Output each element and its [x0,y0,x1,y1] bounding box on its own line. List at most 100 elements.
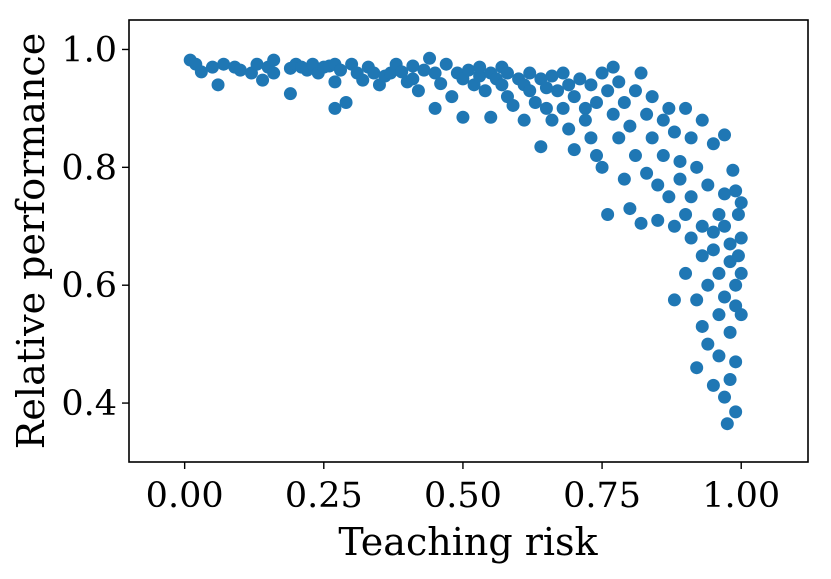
data-point [567,90,581,104]
data-point [562,122,576,136]
data-point [726,163,740,177]
data-point [667,125,681,139]
data-point [684,131,698,145]
data-point [729,355,743,369]
x-axis: 0.00 0.25 0.50 0.75 1.00 [146,462,780,516]
data-point [640,107,654,121]
data-point [462,63,475,77]
data-point [701,337,715,351]
data-point [723,372,737,386]
data-point [690,361,704,375]
data-point [662,190,676,204]
x-tick-label: 0.75 [563,476,641,516]
data-point [601,84,615,98]
data-point [411,84,425,98]
y-axis: 0.4 0.6 0.8 1.0 [61,30,129,424]
data-point [517,113,531,127]
x-tick-label: 0.25 [285,476,363,516]
data-point [428,66,442,80]
data-point [706,137,720,151]
data-point [718,290,732,304]
data-point [718,219,732,233]
data-point [701,278,715,292]
data-point [729,278,743,292]
data-point [211,78,225,92]
data-point [205,60,219,74]
data-point [473,60,487,74]
data-point [434,77,448,91]
data-point [339,96,353,110]
data-point [495,78,509,92]
data-point [723,237,737,251]
data-point [595,66,609,80]
data-point [734,266,748,280]
data-point [695,219,709,233]
data-point [328,75,342,89]
data-point [406,72,420,86]
y-tick-label: 1.0 [61,30,117,70]
data-point [734,196,748,210]
data-point [690,160,704,174]
data-point [445,90,459,104]
data-point [551,84,565,98]
data-point [283,87,297,101]
data-point [328,101,342,115]
data-point [406,59,420,73]
points-layer [183,51,748,431]
data-point [617,172,631,186]
data-point [578,101,592,115]
data-point [428,101,442,115]
x-tick-label: 0.00 [146,476,224,516]
data-point [606,107,620,121]
data-point [562,78,576,92]
data-point [539,101,553,115]
data-point [723,325,737,339]
data-point [706,243,720,257]
data-point [333,63,347,77]
data-point [667,293,681,307]
data-point [584,78,598,92]
data-point [628,84,642,98]
data-point [673,154,687,168]
data-point [673,172,687,186]
data-point [439,57,453,71]
data-point [695,249,709,263]
data-point [640,166,654,180]
y-axis-label: Relative performance [9,33,53,449]
data-point [667,219,681,233]
data-point [656,149,670,163]
data-point [695,319,709,333]
data-point [595,160,609,174]
data-point [679,207,693,221]
data-point [500,66,514,80]
data-point [623,119,637,133]
data-point [729,184,743,198]
data-point [456,110,470,124]
data-point [684,190,698,204]
data-point [356,73,370,87]
data-point [720,417,734,431]
data-point [484,110,498,124]
data-point [267,66,281,80]
y-tick-label: 0.4 [61,384,117,424]
data-point [623,202,637,216]
x-tick-label: 0.50 [424,476,502,516]
data-point [590,96,604,110]
data-point [567,143,581,157]
data-point [578,113,592,127]
data-point [695,113,709,127]
data-point [194,65,208,79]
data-point [590,149,604,163]
data-point [628,149,642,163]
x-axis-label: Teaching risk [338,520,598,564]
data-point [523,84,537,98]
data-point [478,84,492,98]
data-point [718,187,732,201]
data-point [528,96,542,110]
data-point [545,69,559,83]
data-point [523,66,537,80]
data-point [701,178,715,192]
data-point [256,73,270,87]
data-point [712,207,726,221]
y-tick-label: 0.8 [61,148,117,188]
